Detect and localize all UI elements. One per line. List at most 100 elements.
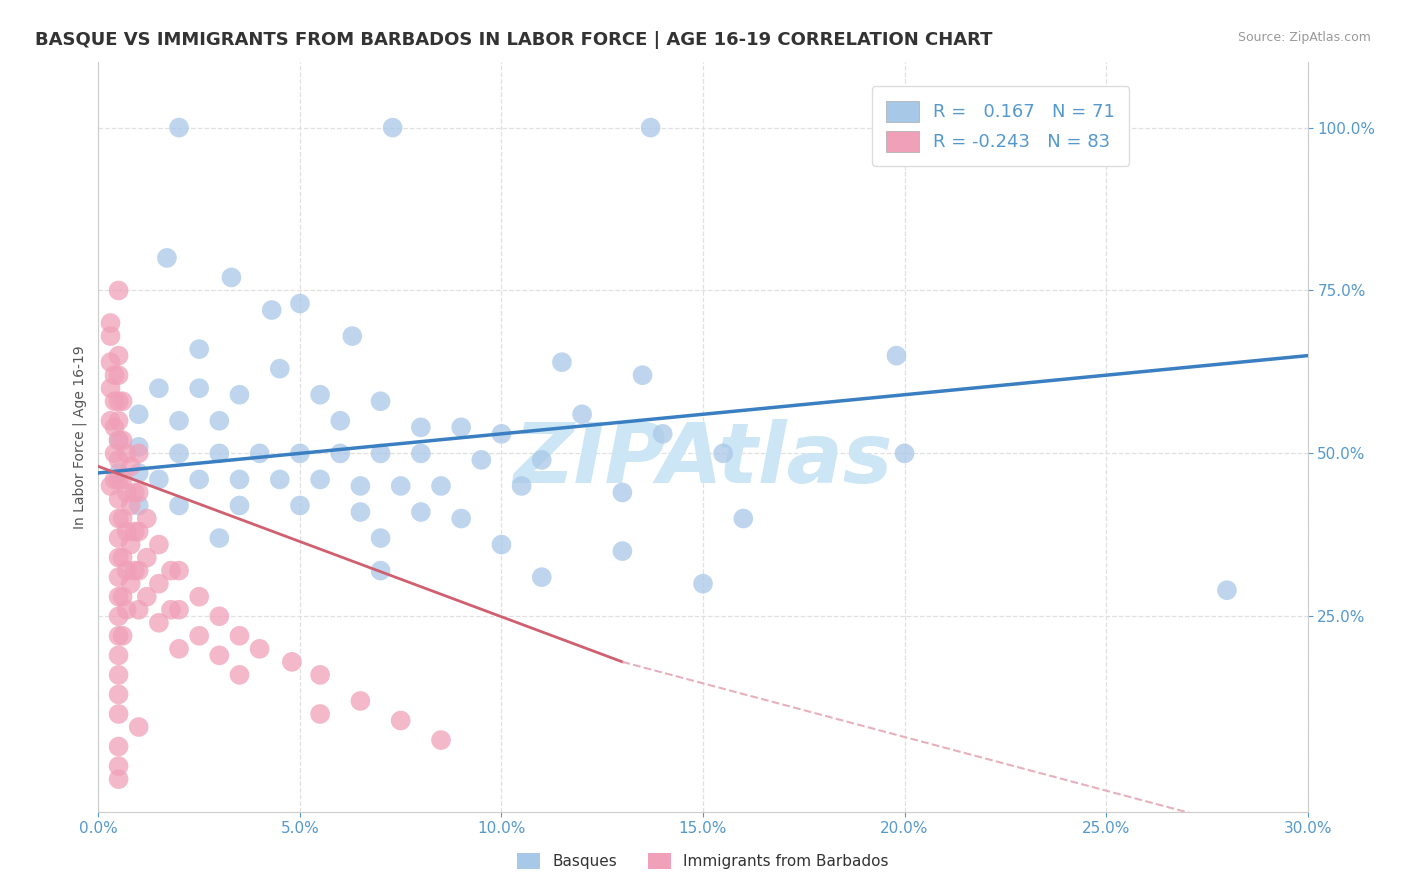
Point	[128, 407, 150, 421]
Point	[128, 440, 150, 454]
Point	[128, 499, 150, 513]
Text: ZIPAtlas: ZIPAtlas	[513, 419, 893, 500]
Point	[612, 544, 634, 558]
Point	[886, 349, 908, 363]
Point	[107, 759, 129, 773]
Point	[249, 641, 271, 656]
Point	[167, 564, 190, 578]
Point	[389, 714, 412, 728]
Point	[111, 394, 134, 409]
Point	[208, 531, 231, 545]
Point	[329, 446, 352, 460]
Point	[349, 505, 371, 519]
Point	[640, 120, 662, 135]
Point	[107, 453, 129, 467]
Point	[128, 603, 150, 617]
Point	[107, 472, 129, 486]
Point	[107, 739, 129, 754]
Point	[228, 629, 250, 643]
Point	[288, 446, 311, 460]
Point	[370, 394, 392, 409]
Point	[450, 511, 472, 525]
Point	[288, 499, 311, 513]
Point	[103, 446, 125, 460]
Point	[188, 590, 211, 604]
Point	[111, 629, 134, 643]
Point	[100, 329, 122, 343]
Point	[228, 499, 250, 513]
Legend: Basques, Immigrants from Barbados: Basques, Immigrants from Barbados	[512, 847, 894, 875]
Point	[530, 570, 553, 584]
Point	[167, 446, 190, 460]
Point	[711, 446, 734, 460]
Point	[107, 434, 129, 448]
Point	[120, 576, 142, 591]
Point	[631, 368, 654, 383]
Point	[160, 564, 183, 578]
Point	[208, 648, 231, 663]
Point	[100, 479, 122, 493]
Point	[470, 453, 492, 467]
Legend: R =   0.167   N = 71, R = -0.243   N = 83: R = 0.167 N = 71, R = -0.243 N = 83	[872, 87, 1129, 166]
Point	[100, 381, 122, 395]
Point	[381, 120, 404, 135]
Point	[167, 414, 190, 428]
Point	[120, 459, 142, 474]
Point	[692, 576, 714, 591]
Point	[430, 479, 453, 493]
Text: Source: ZipAtlas.com: Source: ZipAtlas.com	[1237, 31, 1371, 45]
Point	[148, 576, 170, 591]
Point	[128, 446, 150, 460]
Point	[103, 394, 125, 409]
Point	[115, 446, 138, 460]
Point	[111, 472, 134, 486]
Point	[115, 485, 138, 500]
Point	[107, 368, 129, 383]
Point	[167, 641, 190, 656]
Point	[120, 499, 142, 513]
Point	[128, 720, 150, 734]
Point	[107, 609, 129, 624]
Text: BASQUE VS IMMIGRANTS FROM BARBADOS IN LABOR FORCE | AGE 16-19 CORRELATION CHART: BASQUE VS IMMIGRANTS FROM BARBADOS IN LA…	[35, 31, 993, 49]
Point	[342, 329, 364, 343]
Point	[208, 609, 231, 624]
Point	[160, 603, 183, 617]
Point	[309, 706, 332, 721]
Point	[269, 472, 291, 486]
Point	[450, 420, 472, 434]
Point	[107, 668, 129, 682]
Point	[893, 446, 915, 460]
Point	[208, 414, 231, 428]
Point	[349, 479, 371, 493]
Point	[135, 511, 157, 525]
Point	[128, 466, 150, 480]
Point	[107, 706, 129, 721]
Point	[228, 388, 250, 402]
Point	[111, 511, 134, 525]
Point	[188, 342, 211, 356]
Point	[288, 296, 311, 310]
Point	[120, 538, 142, 552]
Point	[188, 381, 211, 395]
Point	[107, 434, 129, 448]
Point	[111, 550, 134, 565]
Point	[167, 499, 190, 513]
Point	[491, 538, 513, 552]
Point	[571, 407, 593, 421]
Point	[612, 485, 634, 500]
Point	[370, 446, 392, 460]
Y-axis label: In Labor Force | Age 16-19: In Labor Force | Age 16-19	[73, 345, 87, 529]
Point	[221, 270, 243, 285]
Point	[124, 564, 146, 578]
Point	[135, 550, 157, 565]
Point	[167, 603, 190, 617]
Point	[188, 472, 211, 486]
Point	[309, 668, 332, 682]
Point	[491, 426, 513, 441]
Point	[309, 388, 332, 402]
Point	[389, 479, 412, 493]
Point	[148, 615, 170, 630]
Point	[103, 472, 125, 486]
Point	[651, 426, 673, 441]
Point	[107, 629, 129, 643]
